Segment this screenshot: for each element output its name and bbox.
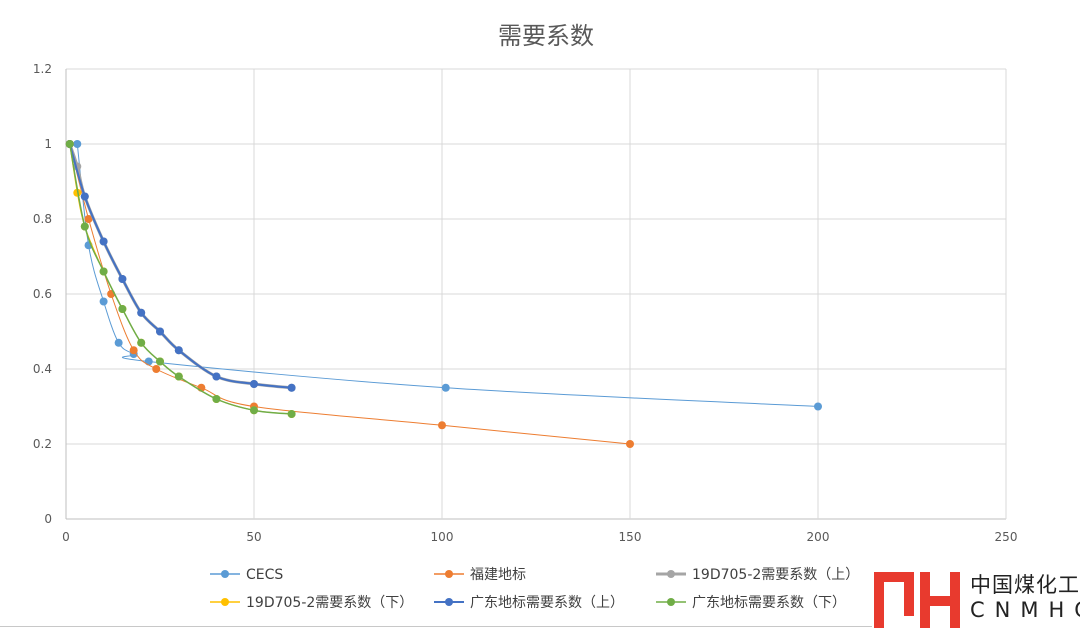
- data-point: [438, 421, 446, 430]
- data-point: [99, 297, 108, 306]
- series-1: [73, 140, 822, 411]
- x-tick-label: 100: [431, 530, 454, 544]
- legend-item: 广东地标需要系数（下）: [656, 595, 846, 611]
- x-tick-label: 50: [246, 530, 261, 544]
- data-point: [118, 305, 127, 313]
- legend-swatch-marker: [445, 570, 453, 578]
- data-point: [814, 402, 822, 411]
- series-line: [68, 143, 292, 389]
- logo-stroke: [874, 572, 884, 628]
- data-point: [174, 372, 183, 381]
- data-point: [626, 440, 634, 448]
- data-point: [212, 395, 221, 403]
- legend-swatch-marker: [221, 598, 229, 606]
- data-point: [250, 380, 258, 388]
- data-point: [287, 383, 296, 392]
- data-point: [137, 308, 146, 317]
- series-6: [65, 140, 296, 418]
- data-point: [212, 372, 221, 381]
- data-point: [129, 346, 138, 355]
- data-point: [250, 406, 258, 415]
- legend-item: 福建地标: [434, 567, 526, 583]
- data-point: [99, 267, 108, 276]
- legend-label: 19D705-2需要系数（上）: [692, 567, 859, 583]
- y-tick-label: 0.8: [33, 212, 52, 226]
- data-point: [80, 222, 89, 231]
- data-point: [156, 327, 164, 336]
- logo-text-cn: 中国煤化工: [970, 573, 1080, 597]
- data-point: [99, 237, 108, 246]
- data-point: [174, 346, 183, 355]
- legend-item: CECS: [210, 567, 283, 583]
- data-point: [287, 410, 296, 418]
- legend-item: 19D705-2需要系数（上）: [656, 567, 859, 583]
- legend-label: 广东地标需要系数（上）: [470, 595, 624, 611]
- legend-label: 19D705-2需要系数（下）: [246, 595, 413, 611]
- series-layer: [65, 140, 822, 448]
- series-line: [76, 143, 819, 407]
- y-tick-label: 0: [44, 512, 52, 526]
- logo-stroke: [904, 572, 914, 612]
- data-point: [137, 338, 146, 347]
- x-tick-label: 150: [619, 530, 642, 544]
- logo-stroke: [950, 572, 960, 628]
- legend-swatch-marker: [667, 598, 675, 606]
- data-point: [80, 192, 89, 201]
- data-point: [152, 365, 161, 373]
- legend-label: 福建地标: [470, 567, 526, 583]
- legend-item: 广东地标需要系数（上）: [434, 595, 624, 611]
- logo-text-en: CNMHG: [970, 598, 1080, 622]
- legend: CECS 福建地标 19D705-2需要系数（上） 19D705-2需要系数（下） 广东…: [210, 567, 859, 611]
- x-tick-label: 250: [995, 530, 1018, 544]
- logo-stroke: [874, 572, 914, 582]
- data-point: [144, 357, 153, 366]
- y-tick-label: 0.6: [33, 287, 52, 301]
- legend-item: 19D705-2需要系数（下）: [210, 595, 413, 611]
- y-tick-label: 1.2: [33, 62, 52, 76]
- data-point: [73, 140, 82, 148]
- legend-swatch-marker: [221, 570, 229, 578]
- logo: 中国煤化工 CNMHG: [872, 566, 1080, 628]
- x-tick-label: 0: [62, 530, 70, 544]
- data-point: [441, 383, 450, 392]
- data-point: [156, 357, 164, 366]
- logo-stroke: [904, 606, 914, 616]
- legend-label: 广东地标需要系数（下）: [692, 595, 846, 611]
- y-axis-ticks: 0 0.2 0.4 0.6 0.8 1 1.2: [33, 62, 52, 526]
- data-point: [118, 275, 127, 283]
- series-line: [69, 143, 292, 415]
- data-point: [114, 338, 123, 347]
- x-axis-ticks: 0 50 100 150 200 250: [62, 530, 1017, 544]
- legend-swatch-marker: [445, 598, 453, 606]
- data-point: [84, 215, 93, 223]
- logo-mark: [874, 572, 960, 628]
- grid: [65, 68, 1007, 520]
- legend-label: CECS: [246, 567, 283, 583]
- data-point: [65, 140, 74, 148]
- bottom-rule: [0, 626, 1080, 627]
- x-tick-label: 200: [807, 530, 830, 544]
- logo-stroke: [920, 596, 958, 606]
- y-tick-label: 0.4: [33, 362, 52, 376]
- legend-swatch-marker: [667, 570, 675, 578]
- chart-title: 需要系数: [498, 22, 594, 50]
- y-tick-label: 1: [44, 137, 52, 151]
- y-tick-label: 0.2: [33, 437, 52, 451]
